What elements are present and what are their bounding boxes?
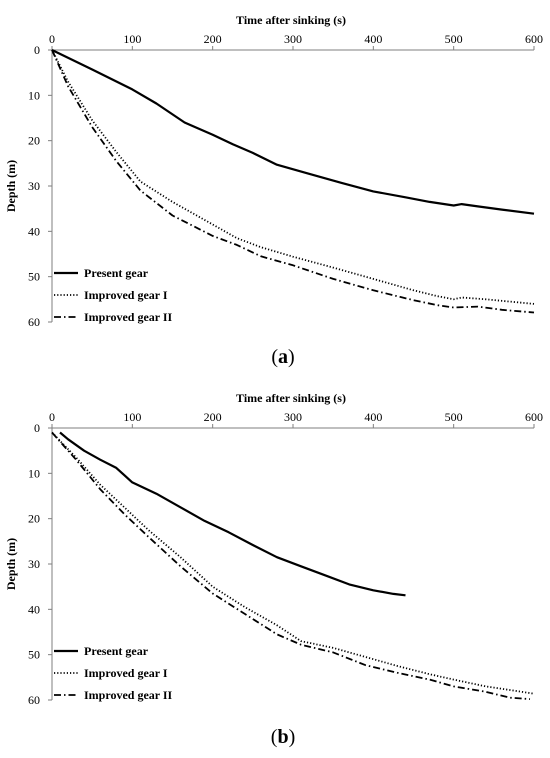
series-line-improved-gear-ii	[51, 49, 535, 314]
x-tick-label: 400	[364, 410, 382, 424]
y-tick-label: 60	[28, 315, 40, 329]
x-tick-label: 600	[525, 410, 543, 424]
legend-label: Improved gear I	[84, 666, 168, 680]
x-tick-label: 100	[123, 32, 141, 46]
x-tick-label: 200	[204, 410, 222, 424]
x-axis-label: Time after sinking (s)	[236, 13, 346, 27]
x-tick-label: 100	[123, 410, 141, 424]
legend-label: Improved gear II	[84, 310, 173, 324]
panel-label: (b)	[271, 726, 295, 748]
y-tick-label: 30	[28, 179, 40, 193]
y-tick-label: 0	[34, 421, 40, 435]
chart-panel-b: 0 100 200 300 400 500 600 0 10 20 30 40 50 60 Time aft…	[4, 391, 543, 748]
x-tick-label: 200	[204, 32, 222, 46]
y-tick-label: 30	[28, 557, 40, 571]
chart-panel-a: 0 100 200 300 400 500 600 0 10 20 30 40 50 60 Time aft…	[4, 13, 543, 368]
legend-label: Present gear	[84, 266, 149, 280]
legend-label: Present gear	[84, 644, 149, 658]
series-line-present-gear	[59, 431, 406, 597]
x-tick-label: 300	[284, 32, 302, 46]
series-line-improved-gear-i	[51, 49, 535, 305]
y-axis-label: Depth (m)	[4, 538, 18, 590]
y-tick-label: 20	[28, 512, 40, 526]
x-tick-label: 600	[525, 32, 543, 46]
y-tick-label: 60	[28, 693, 40, 707]
x-tick-label: 300	[284, 410, 302, 424]
y-tick-label: 40	[28, 602, 40, 616]
x-tick-label: 400	[364, 32, 382, 46]
y-tick-label: 0	[34, 43, 40, 57]
x-tick-label: 0	[49, 410, 55, 424]
x-tick-label: 500	[445, 32, 463, 46]
y-tick-label: 10	[28, 466, 40, 480]
x-tick-label: 500	[445, 410, 463, 424]
x-tick-label: 0	[49, 32, 55, 46]
legend-label: Improved gear II	[84, 688, 173, 702]
panel-label: (a)	[271, 346, 294, 368]
series-line-improved-gear-i	[51, 431, 535, 695]
legend-label: Improved gear I	[84, 288, 168, 302]
series-line-improved-gear-ii	[51, 431, 531, 700]
y-tick-label: 50	[28, 270, 40, 284]
y-axis-label: Depth (m)	[4, 160, 18, 212]
y-tick-label: 20	[28, 134, 40, 148]
series-line-present-gear	[51, 49, 535, 215]
y-tick-label: 50	[28, 648, 40, 662]
y-tick-label: 40	[28, 224, 40, 238]
x-axis-label: Time after sinking (s)	[236, 391, 346, 405]
y-tick-label: 10	[28, 88, 40, 102]
